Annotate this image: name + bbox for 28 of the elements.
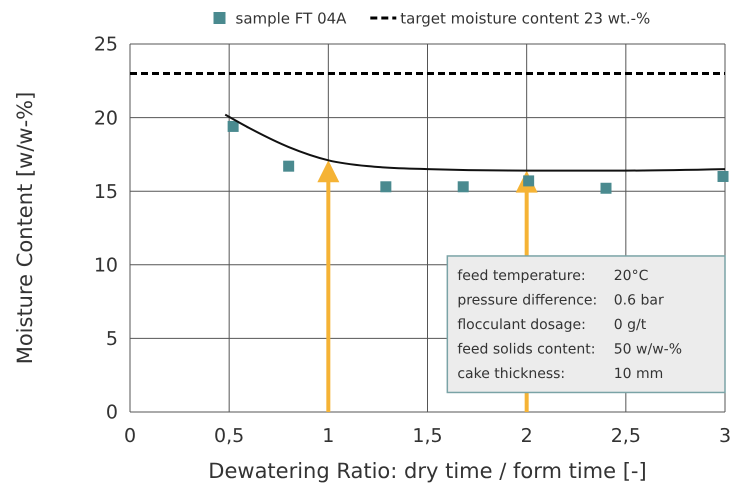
x-tick-label: 1,5	[412, 425, 443, 447]
text: cake thickness: 10 mm	[457, 366, 664, 382]
point	[283, 160, 294, 172]
y-tick-label: 15	[94, 180, 118, 203]
point	[718, 170, 729, 182]
point	[600, 182, 612, 194]
y-axis-title: Moisture Content [w/w-%]	[13, 92, 37, 364]
legend-label: sample FT 04A	[236, 9, 348, 28]
legend-label: target moisture content 23 wt.-%	[400, 9, 650, 28]
x-tick-label: 0,5	[214, 425, 244, 447]
y-tick-label: 10	[94, 254, 118, 276]
text: feed solids content: 50 w/w-%	[457, 341, 682, 358]
x-tick-label: 2,5	[610, 425, 641, 447]
x-tick-label: 2	[520, 425, 533, 447]
y-tick-label: 25	[94, 34, 118, 56]
text: flocculant dosage: 0 g/t	[457, 316, 646, 333]
point	[380, 181, 392, 192]
annotation: pressure difference: 0.6 bar	[457, 292, 664, 308]
x-tick-label: 1	[322, 425, 334, 447]
point	[228, 120, 239, 132]
text: feed temperature: 20°C	[457, 268, 648, 284]
point	[458, 181, 469, 192]
y-tick-label: 5	[106, 328, 118, 350]
x-axis-title: Dewatering Ratio: dry time / form time [-]	[208, 459, 647, 483]
y-tick-label: 0	[106, 402, 118, 424]
y-tick-label: 20	[94, 107, 118, 130]
x-tick-label: 3	[718, 425, 732, 447]
x-tick-label: 0	[124, 425, 136, 447]
